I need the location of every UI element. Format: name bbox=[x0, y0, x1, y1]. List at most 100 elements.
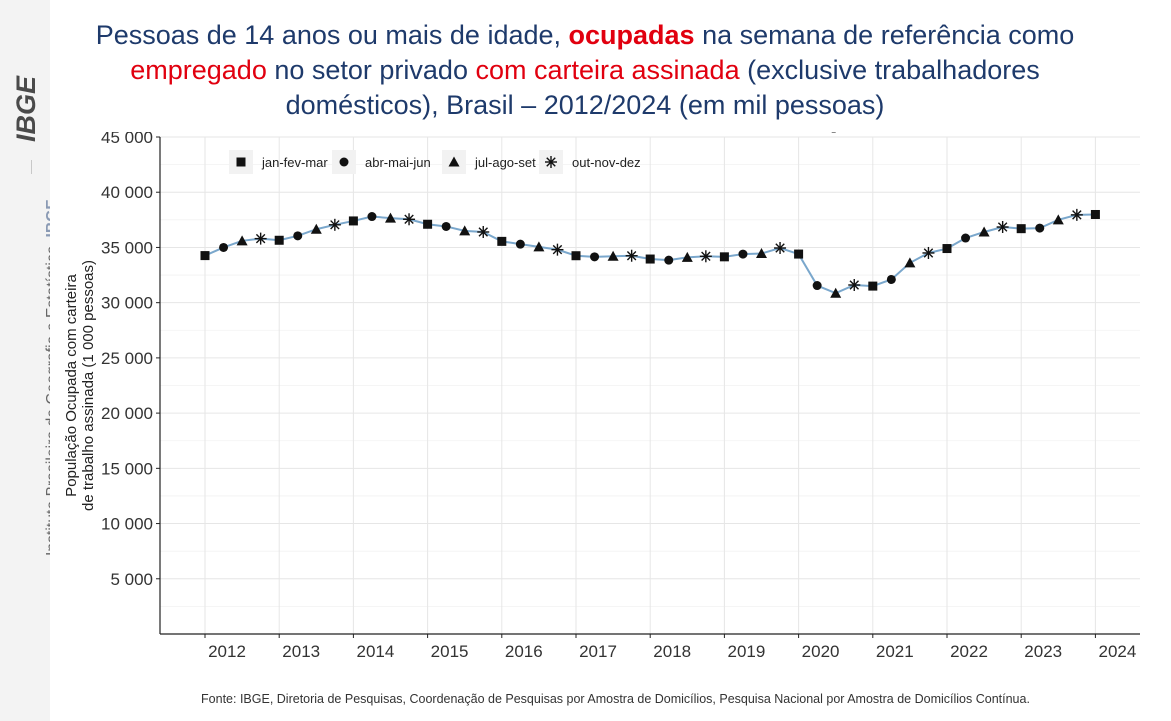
y-tick-label: 15 000 bbox=[101, 459, 153, 478]
annotation-label: Menor bbox=[809, 132, 854, 136]
data-point-abr-mai-jun bbox=[961, 233, 971, 243]
annotation-value: 30 856 bbox=[815, 132, 861, 136]
x-tick-label: 2019 bbox=[727, 642, 765, 661]
x-tick-label: 2022 bbox=[950, 642, 988, 661]
data-point-out-nov-dez bbox=[328, 218, 341, 231]
data-point-abr-mai-jun bbox=[1035, 223, 1045, 233]
asterisk-stroke bbox=[923, 248, 934, 258]
x-tick-label: 2023 bbox=[1024, 642, 1062, 661]
plot-background bbox=[50, 132, 1150, 662]
data-point-jul-ago-set bbox=[385, 212, 396, 223]
data-point-jan-fev-mar bbox=[1016, 224, 1026, 234]
data-point-abr-mai-jun bbox=[293, 231, 303, 241]
y-tick-label: 45 000 bbox=[101, 132, 153, 147]
asterisk-stroke bbox=[849, 280, 859, 290]
data-point-out-nov-dez bbox=[254, 232, 267, 245]
line-chart: 5 000 10 000 15 000 20 000 25 000 30 000 35 00… bbox=[50, 132, 1150, 662]
y-tick-label: 20 000 bbox=[101, 404, 153, 423]
data-point-out-nov-dez bbox=[848, 278, 861, 291]
asterisk-stroke bbox=[255, 233, 266, 244]
legend-marker-out-nov-dez bbox=[545, 156, 557, 168]
data-point-out-nov-dez bbox=[477, 225, 490, 238]
y-axis-label-line: de trabalho assinada (1 000 pessoas) bbox=[80, 260, 97, 511]
data-point-out-nov-dez bbox=[403, 213, 416, 226]
legend-label: out-nov-dez bbox=[572, 155, 641, 170]
data-point-jan-fev-mar bbox=[497, 236, 507, 246]
y-tick-label: 35 000 bbox=[101, 238, 153, 257]
asterisk-stroke bbox=[626, 250, 637, 261]
asterisk-stroke bbox=[552, 244, 563, 255]
data-point-jan-fev-mar bbox=[942, 244, 952, 254]
data-point-abr-mai-jun bbox=[812, 281, 822, 291]
title-part-3: no setor privado bbox=[266, 55, 476, 85]
y-tick-label: 5 000 bbox=[110, 570, 153, 589]
data-point-jan-fev-mar bbox=[719, 252, 729, 262]
y-tick-label: 25 000 bbox=[101, 349, 153, 368]
data-point-jul-ago-set bbox=[978, 226, 990, 237]
data-point-jan-fev-mar bbox=[348, 216, 358, 226]
title-part-1: Pessoas de 14 anos ou mais de idade, bbox=[95, 20, 569, 50]
legend-label: jan-fev-mar bbox=[261, 155, 328, 170]
data-point-jul-ago-set bbox=[459, 225, 471, 236]
data-point-out-nov-dez bbox=[625, 249, 638, 262]
title-part-2: na semana de referência como bbox=[694, 20, 1075, 50]
data-point-abr-mai-jun bbox=[738, 249, 748, 259]
data-point-out-nov-dez bbox=[1070, 208, 1083, 221]
annotation-value: 34 262 bbox=[182, 132, 228, 136]
legend-label: abr-mai-jun bbox=[365, 155, 431, 170]
data-point-jan-fev-mar bbox=[200, 251, 210, 261]
data-point-jul-ago-set bbox=[236, 235, 248, 246]
data-point-abr-mai-jun bbox=[367, 212, 377, 222]
data-point-out-nov-dez bbox=[922, 246, 935, 259]
x-tick-label: 2018 bbox=[653, 642, 691, 661]
x-tick-label: 2021 bbox=[876, 642, 914, 661]
legend-marker-jan-fev-mar bbox=[236, 157, 246, 167]
data-point-jul-ago-set bbox=[830, 287, 842, 298]
data-point-jul-ago-set bbox=[533, 241, 545, 252]
data-point-out-nov-dez bbox=[774, 241, 787, 254]
data-point-jul-ago-set bbox=[607, 250, 619, 261]
data-point-jan-fev-mar bbox=[645, 254, 655, 264]
data-point-abr-mai-jun bbox=[664, 255, 674, 265]
data-point-abr-mai-jun bbox=[515, 239, 525, 249]
x-tick-label: 2013 bbox=[282, 642, 320, 661]
legend-marker-abr-mai-jun bbox=[339, 157, 349, 167]
asterisk-stroke bbox=[330, 220, 340, 230]
x-tick-label: 2012 bbox=[208, 642, 246, 661]
data-point-jan-fev-mar bbox=[1090, 209, 1100, 219]
asterisk-stroke bbox=[478, 227, 488, 237]
data-point-jan-fev-mar bbox=[571, 251, 581, 261]
data-point-jul-ago-set bbox=[756, 248, 767, 259]
data-point-jul-ago-set bbox=[681, 251, 693, 262]
data-point-abr-mai-jun bbox=[590, 252, 600, 262]
sidebar-separator bbox=[31, 160, 32, 174]
data-point-abr-mai-jun bbox=[219, 242, 229, 252]
data-point-jan-fev-mar bbox=[794, 249, 804, 259]
asterisk-stroke bbox=[701, 251, 711, 262]
data-point-jan-fev-mar bbox=[274, 235, 284, 245]
data-point-jul-ago-set bbox=[310, 223, 322, 234]
asterisk-stroke bbox=[997, 222, 1008, 232]
title-highlight-carteira: com carteira assinada bbox=[475, 55, 740, 85]
asterisk-stroke bbox=[546, 157, 556, 167]
annotation-value: 37 984 bbox=[1072, 132, 1119, 136]
data-point-abr-mai-jun bbox=[441, 221, 451, 231]
data-point-out-nov-dez bbox=[699, 250, 712, 263]
sidebar: IBGE Instituto Brasileiro de Geografia e… bbox=[0, 0, 61, 721]
y-tick-label: 40 000 bbox=[101, 183, 153, 202]
chart-title: Pessoas de 14 anos ou mais de idade, ocu… bbox=[60, 18, 1110, 123]
y-tick-label: 10 000 bbox=[101, 515, 153, 534]
legend-marker-jul-ago-set bbox=[448, 156, 460, 167]
x-tick-label: 2020 bbox=[802, 642, 840, 661]
x-tick-label: 2024 bbox=[1098, 642, 1136, 661]
x-tick-label: 2016 bbox=[505, 642, 543, 661]
data-point-abr-mai-jun bbox=[886, 274, 896, 284]
legend-label: jul-ago-set bbox=[474, 155, 536, 170]
logo-text: IBGE bbox=[14, 75, 40, 142]
data-point-out-nov-dez bbox=[551, 243, 564, 256]
data-point-out-nov-dez bbox=[996, 221, 1009, 234]
data-point-jan-fev-mar bbox=[423, 219, 433, 229]
annotation-label: Maior bbox=[1075, 132, 1115, 136]
y-axis-label: População Ocupada com carteirade trabalh… bbox=[63, 260, 97, 511]
x-tick-label: 2017 bbox=[579, 642, 617, 661]
